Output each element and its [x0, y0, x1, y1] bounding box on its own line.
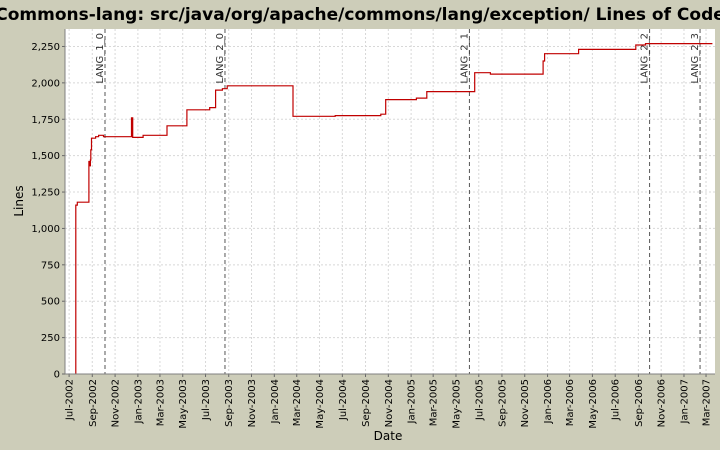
x-tick-label: Jul-2006 — [611, 379, 622, 421]
chart-title: Commons-lang: src/java/org/apache/common… — [0, 5, 720, 25]
plot-area — [65, 29, 715, 374]
x-tick-label: Nov-2004 — [384, 379, 395, 427]
x-tick-label: Jul-2003 — [201, 379, 212, 421]
x-tick-label: Jan-2007 — [679, 379, 690, 424]
series-layer — [75, 43, 713, 374]
y-axis: 0 250 500 750 1,000 1,250 1,500 1,750 2,000 2,250 — [31, 29, 66, 381]
x-axis-label: Date — [374, 429, 403, 443]
x-tick-label: Sep-2004 — [361, 379, 372, 427]
x-tick-label: Jul-2005 — [474, 379, 485, 421]
y-tick-label: 750 — [41, 260, 60, 271]
y-tick-label: 1,750 — [31, 115, 60, 126]
x-tick-label: Jan-2004 — [270, 379, 281, 424]
x-tick-label: May-2004 — [315, 379, 326, 429]
x-tick-label: Nov-2002 — [111, 379, 122, 427]
version-marker-label: LANG_2_2 — [640, 33, 651, 84]
x-axis: Jul-2002 Sep-2002 Nov-2002 Jan-2003 Mar-2003… — [65, 373, 715, 429]
version-marker-label: LANG_2_3 — [690, 33, 701, 84]
y-tick-label: 2,000 — [31, 78, 60, 89]
x-tick-label: May-2005 — [451, 379, 462, 429]
y-tick-label: 1,250 — [31, 188, 60, 199]
grid — [65, 29, 715, 375]
x-tick-label: May-2003 — [178, 379, 189, 429]
version-markers: LANG_1_0 LANG_2_0 LANG_2_1 LANG_2_2 LANG_2_3 — [95, 29, 701, 374]
x-tick-label: Sep-2006 — [634, 379, 645, 427]
x-tick-label: Jul-2004 — [338, 379, 349, 421]
x-tick-label: Jan-2006 — [543, 379, 554, 424]
x-tick-label: Jan-2003 — [133, 379, 144, 424]
x-tick-label: Nov-2006 — [657, 379, 668, 427]
x-tick-label: Mar-2005 — [429, 379, 440, 426]
y-tick-label: 1,000 — [31, 224, 60, 235]
x-tick-label: Nov-2005 — [520, 379, 531, 427]
y-tick-label: 0 — [54, 370, 60, 381]
x-tick-label: Sep-2002 — [88, 379, 99, 427]
version-marker-label: LANG_1_0 — [95, 33, 106, 84]
series-line — [75, 43, 713, 374]
x-tick-label: Sep-2005 — [497, 379, 508, 427]
version-marker-label: LANG_2_1 — [459, 33, 470, 84]
y-axis-label: Lines — [12, 185, 26, 216]
x-tick-label: Mar-2003 — [155, 379, 166, 426]
x-tick-label: Nov-2003 — [247, 379, 258, 427]
x-tick-label: Mar-2006 — [565, 379, 576, 426]
x-tick-label: Mar-2004 — [292, 379, 303, 426]
version-marker-label: LANG_2_0 — [215, 33, 226, 84]
y-tick-label: 1,500 — [31, 151, 60, 162]
y-tick-label: 250 — [41, 333, 60, 344]
y-tick-label: 2,250 — [31, 42, 60, 53]
y-tick-label: 500 — [41, 297, 60, 308]
x-tick-label: Jul-2002 — [65, 379, 76, 421]
x-tick-label: Mar-2007 — [702, 379, 713, 426]
x-tick-label: Jan-2005 — [407, 379, 418, 424]
x-tick-label: Sep-2003 — [224, 379, 235, 427]
x-tick-label: May-2006 — [588, 379, 599, 429]
